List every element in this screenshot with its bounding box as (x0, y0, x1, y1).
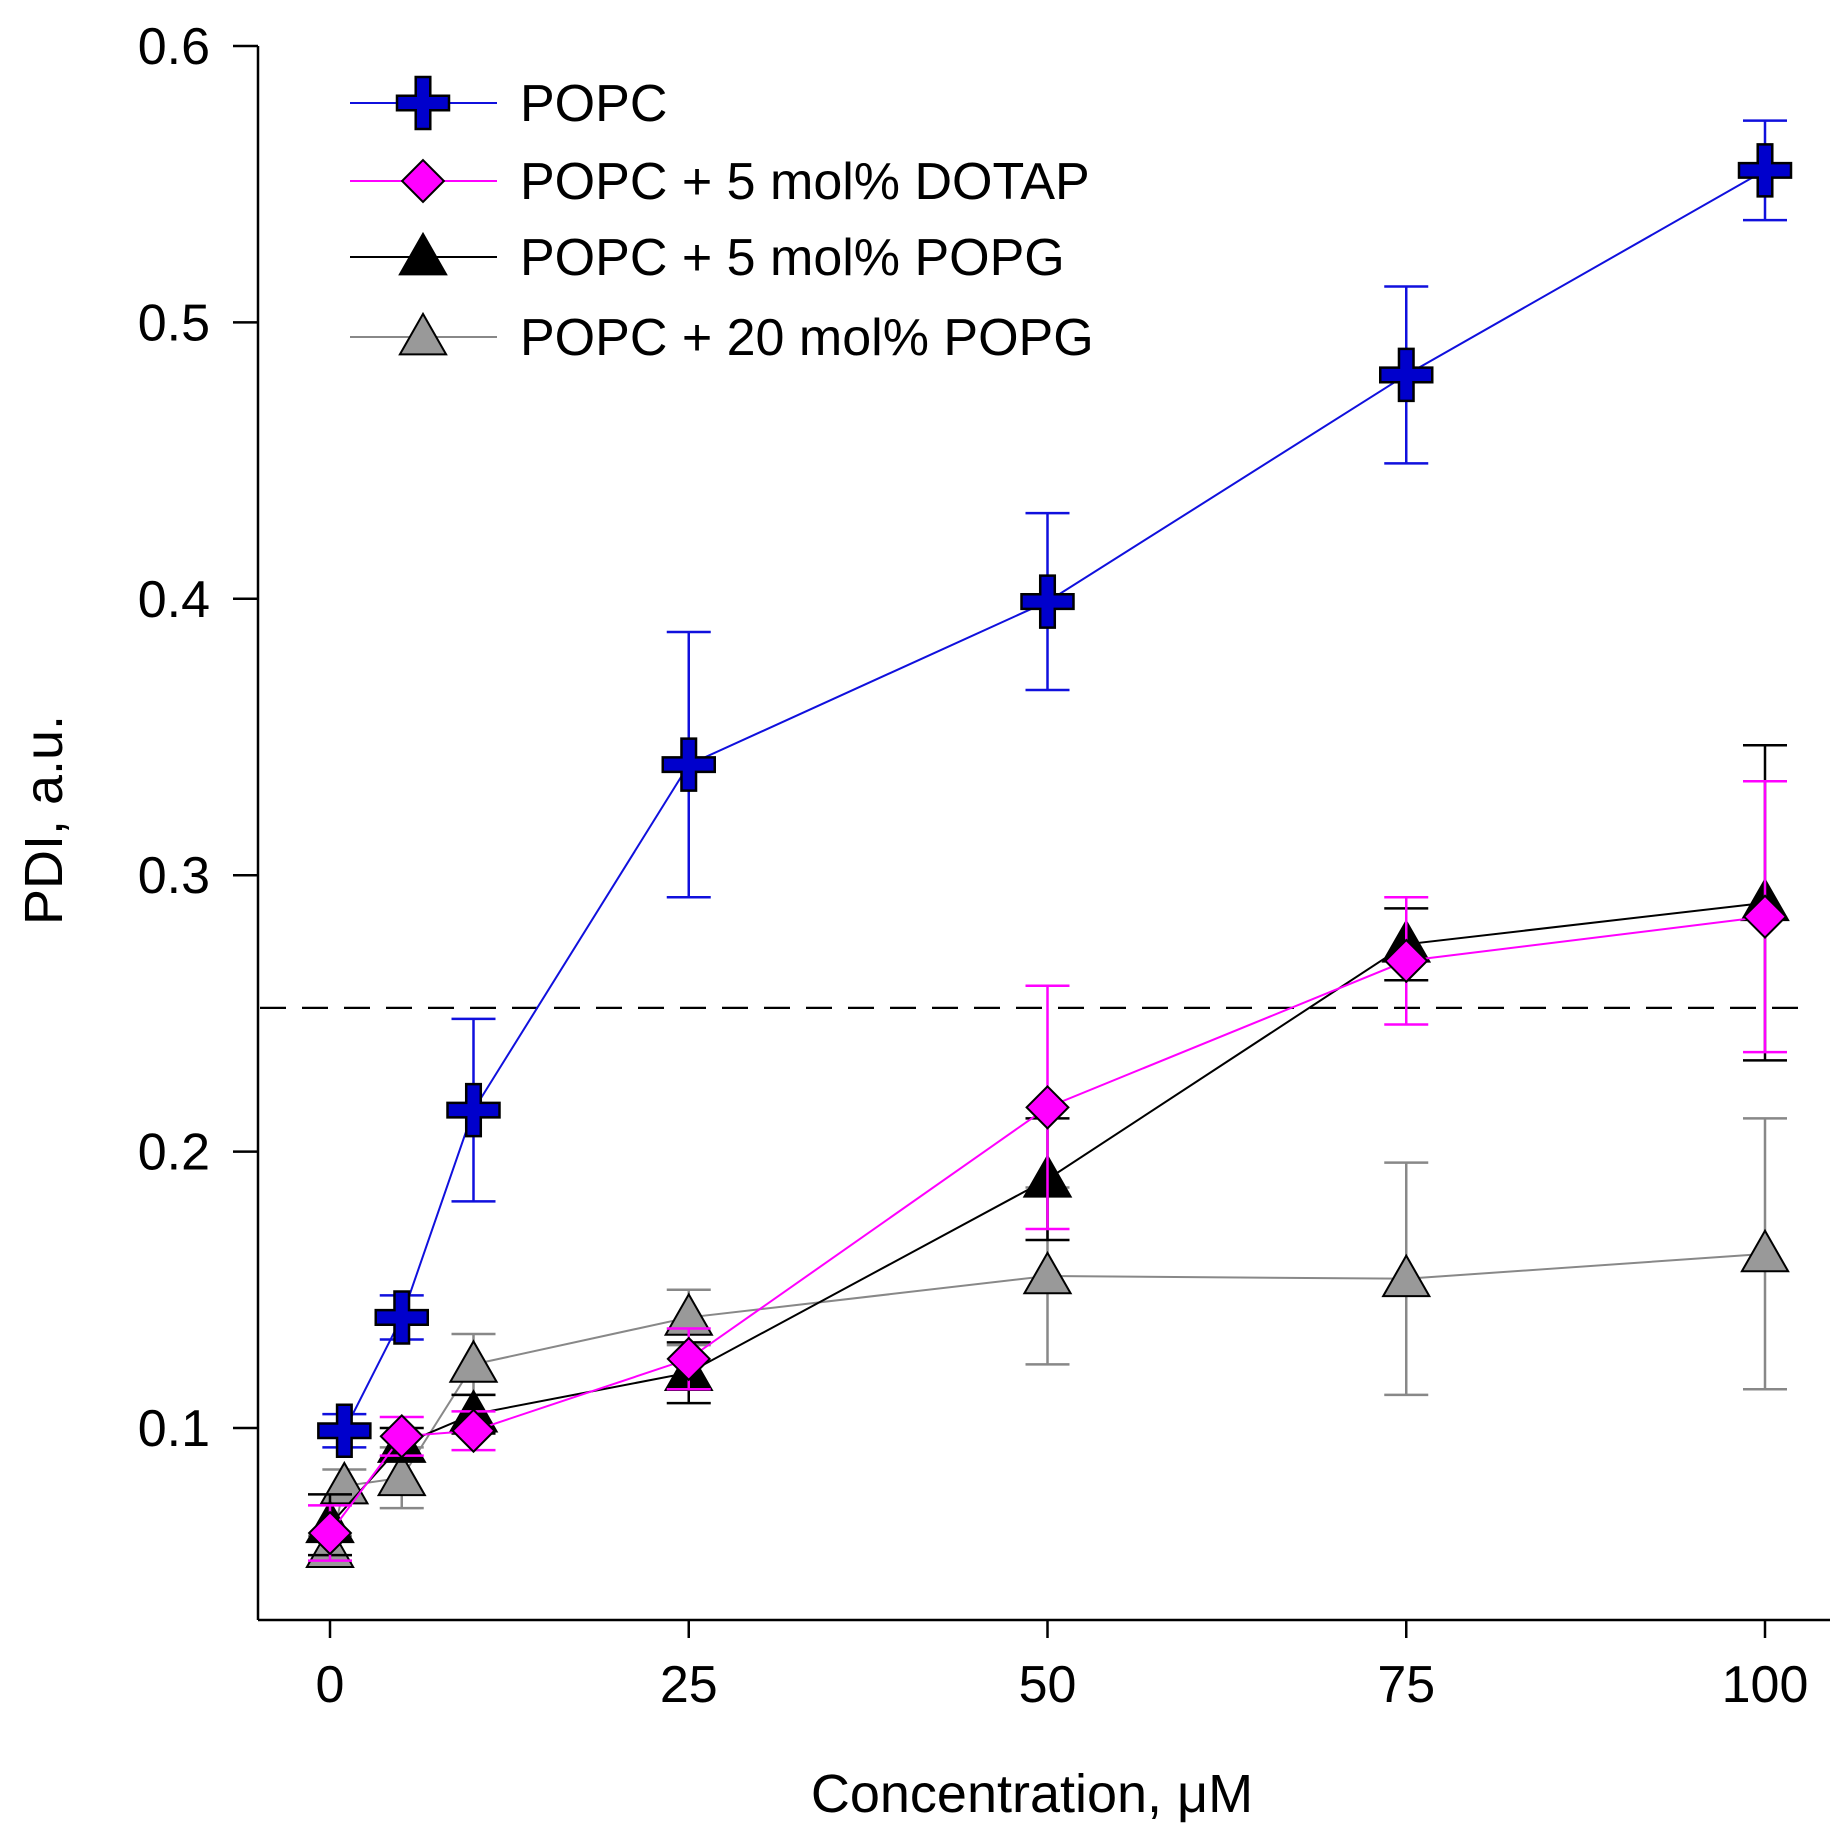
plus-marker (446, 1082, 501, 1138)
triangle-marker (376, 1452, 427, 1497)
diamond-marker (1383, 938, 1429, 984)
plus-marker (661, 737, 716, 792)
diamond-marker (666, 1336, 712, 1382)
y-tick-label: 0.4 (138, 571, 210, 629)
ticks-layer: 0 25 50 75 100 0.1 0.2 0.3 0.4 0.5 0.6 (138, 18, 1809, 1714)
y-axis-title: PDI, a.u. (14, 715, 74, 925)
legend: POPC POPC + 5 mol% DOTAP POPC + 5 mol% POP… (350, 75, 1094, 367)
x-tick-label: 0 (316, 1656, 345, 1714)
y-tick-label: 0.3 (138, 847, 210, 905)
legend-label: POPC + 5 mol% DOTAP (520, 153, 1090, 211)
y-tick-label: 0.2 (138, 1124, 210, 1182)
plus-marker (374, 1290, 429, 1345)
x-tick-label: 75 (1377, 1656, 1435, 1714)
axes-layer (256, 46, 1830, 1622)
x-tick-label: 100 (1722, 1656, 1809, 1714)
legend-label: POPC + 20 mol% POPG (520, 309, 1094, 367)
triangle-marker (398, 311, 448, 356)
diamond-marker (307, 1510, 353, 1556)
diamond-marker (400, 158, 446, 204)
series-1 (307, 779, 1788, 1562)
plus-marker (1737, 143, 1793, 198)
y-tick-label: 0.6 (138, 18, 210, 76)
triangle-marker (448, 1339, 499, 1383)
x-tick-label: 25 (660, 1656, 718, 1714)
diamond-marker (1025, 1085, 1070, 1130)
plus-marker (395, 75, 451, 131)
legend-label: POPC + 5 mol% POPG (520, 229, 1065, 287)
plus-marker (1020, 574, 1075, 629)
legend-label: POPC (520, 75, 667, 133)
triangle-marker (398, 231, 448, 276)
y-tick-label: 0.1 (138, 1400, 210, 1458)
plus-marker (1379, 347, 1434, 403)
series-0 (317, 119, 1793, 1459)
diamond-marker (1742, 894, 1788, 939)
series-layer (305, 119, 1793, 1568)
x-tick-label: 50 (1019, 1656, 1077, 1714)
triangle-marker (1740, 1228, 1790, 1273)
x-axis-title: Concentration, μM (811, 1764, 1253, 1824)
plus-marker (317, 1403, 372, 1459)
y-tick-label: 0.5 (138, 294, 210, 352)
triangle-marker (1381, 1253, 1432, 1298)
diamond-marker (379, 1413, 425, 1459)
diamond-marker (451, 1408, 496, 1454)
triangle-marker (1022, 1250, 1073, 1295)
